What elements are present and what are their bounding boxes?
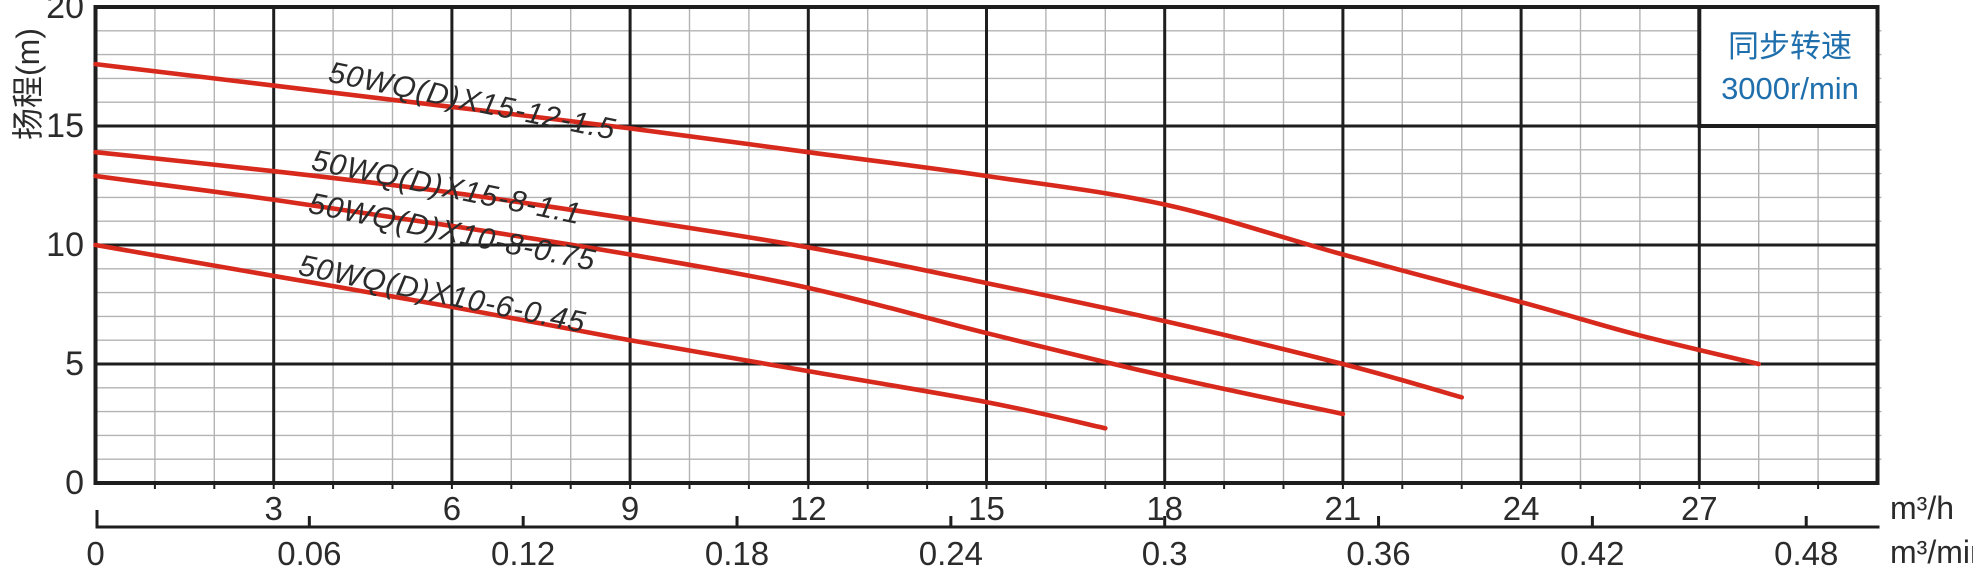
x-axis-unit-m3min: m³/min (1890, 534, 1973, 570)
x-tick-label-m3h-12: 12 (789, 490, 827, 527)
legend-box (1697, 5, 1880, 128)
legend-line-speed-value: 3000r/min (1721, 71, 1859, 106)
legend-line-speed-label: 同步转速 (1728, 29, 1852, 64)
x-tick-label-m3h-21: 21 (1324, 490, 1362, 527)
x-tick-label-m3h-6: 6 (442, 490, 462, 527)
x-tick-label-m3min-0.24: 0.24 (918, 535, 983, 572)
x-tick-label-m3min-0.3: 0.3 (1141, 535, 1188, 572)
pump-curve-1 (93, 61, 1761, 367)
synchronous-speed-legend: 同步转速 3000r/min (1703, 26, 1877, 110)
y-tick-label-20: 20 (46, 0, 84, 26)
x-tick-label-m3h-24: 24 (1502, 490, 1540, 527)
x-tick-label-m3min-0.12: 0.12 (491, 535, 556, 572)
x-tick-label-m3min-0.18: 0.18 (704, 535, 770, 572)
x-tick-label-m3min-0.42: 0.42 (1560, 535, 1625, 572)
x-tick-label-m3h-3: 3 (264, 490, 283, 527)
x-tick-label-m3h-15: 15 (968, 490, 1005, 527)
pump-curve-2 (93, 149, 1464, 400)
pump-curve-4 (93, 242, 1108, 431)
x-tick-label-m3h-18: 18 (1146, 490, 1184, 527)
y-tick-label-5: 5 (65, 345, 84, 383)
x-tick-label-m3min-0.48: 0.48 (1774, 535, 1839, 572)
y-tick-label-10: 10 (46, 226, 84, 264)
x-tick-label-m3min-0.36: 0.36 (1346, 535, 1411, 572)
x-tick-label-m3min-0.06: 0.06 (277, 535, 342, 572)
pump-curve-3 (93, 173, 1346, 417)
y-tick-label-15: 15 (46, 107, 84, 145)
x-tick-label-m3min-0: 0 (86, 535, 105, 572)
x-axis-unit-m3h: m³/h (1890, 490, 1954, 526)
y-tick-label-0: 0 (65, 464, 84, 502)
x-tick-label-m3h-9: 9 (620, 490, 640, 527)
x-tick-label-m3h-27: 27 (1680, 490, 1718, 527)
